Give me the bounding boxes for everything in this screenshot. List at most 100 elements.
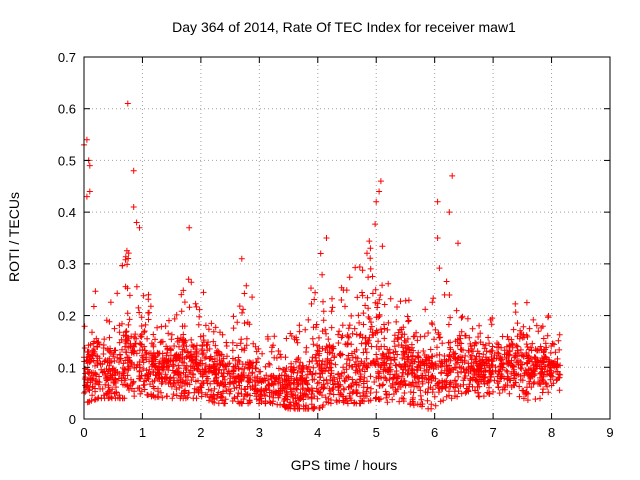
data-point (409, 360, 416, 367)
data-point (201, 355, 208, 362)
data-point (450, 349, 457, 356)
data-point (529, 340, 536, 347)
data-point (488, 321, 495, 328)
data-point (208, 320, 215, 327)
data-point (220, 373, 227, 380)
data-point (82, 370, 89, 377)
data-point (527, 344, 534, 351)
data-point (493, 355, 500, 362)
data-point (348, 350, 355, 357)
data-point (170, 363, 177, 370)
data-point (319, 345, 326, 352)
data-point (275, 365, 282, 372)
data-point (480, 351, 487, 358)
data-point (383, 353, 390, 360)
data-point (145, 291, 152, 298)
data-point (282, 368, 289, 375)
data-point (361, 368, 368, 375)
data-point (130, 167, 137, 174)
data-point (538, 324, 545, 331)
data-point (380, 381, 387, 388)
x-tick-label: 8 (548, 425, 555, 440)
data-point (388, 357, 395, 364)
data-point (439, 383, 446, 390)
data-point (94, 362, 101, 368)
data-point (482, 342, 489, 349)
data-point (401, 331, 408, 338)
data-point (266, 361, 273, 368)
data-point (519, 334, 526, 341)
data-point (152, 363, 159, 370)
data-point (339, 322, 346, 329)
data-point (290, 385, 297, 392)
data-point (420, 348, 427, 354)
data-point (449, 172, 456, 179)
data-point (266, 393, 273, 400)
data-point (360, 389, 366, 396)
data-point (523, 341, 530, 348)
data-point (345, 334, 352, 341)
data-point (235, 390, 242, 396)
data-point (229, 339, 236, 346)
data-point (119, 262, 126, 269)
data-point (159, 355, 166, 362)
data-point (106, 334, 113, 341)
data-point (207, 393, 214, 400)
data-point (308, 300, 315, 307)
data-point (411, 383, 418, 390)
data-point (373, 327, 380, 334)
data-point (125, 344, 132, 351)
data-point (150, 355, 157, 362)
y-tick-label: 0.1 (58, 360, 76, 375)
data-point (475, 334, 482, 340)
data-point (349, 376, 356, 383)
data-point (211, 378, 218, 384)
data-point (508, 362, 515, 369)
data-point (180, 331, 187, 338)
data-point (557, 371, 564, 378)
data-point (138, 388, 145, 395)
data-point (223, 339, 230, 346)
data-point (506, 390, 513, 397)
data-point (454, 342, 461, 349)
data-point (515, 350, 522, 356)
data-point (234, 393, 241, 400)
data-point (136, 358, 143, 365)
data-point (219, 361, 226, 368)
data-point (318, 361, 325, 368)
data-point (387, 295, 394, 302)
data-point (338, 284, 345, 291)
data-point (196, 306, 203, 313)
data-point (316, 334, 322, 341)
data-point (404, 354, 411, 361)
data-point (246, 398, 253, 404)
data-point (378, 329, 385, 336)
data-point (316, 379, 322, 386)
data-point (155, 371, 162, 378)
data-point (210, 392, 217, 399)
data-point (405, 318, 412, 325)
data-point (476, 322, 483, 329)
data-point (235, 354, 242, 361)
data-point (526, 325, 533, 332)
data-point (349, 363, 356, 370)
data-point (390, 391, 397, 397)
data-point (193, 303, 200, 310)
data-point (345, 333, 352, 340)
data-point (524, 360, 531, 367)
data-point (301, 377, 308, 384)
data-point (407, 389, 414, 395)
data-point (338, 297, 345, 303)
data-point (357, 360, 364, 367)
data-point (117, 355, 124, 362)
data-point (91, 396, 98, 403)
data-point (239, 309, 245, 316)
data-point (197, 357, 204, 364)
data-point (347, 395, 354, 402)
data-point (126, 292, 133, 299)
data-point (197, 383, 204, 390)
data-point (365, 361, 372, 368)
data-point (124, 100, 131, 107)
data-point (202, 322, 209, 329)
data-point (119, 320, 125, 327)
